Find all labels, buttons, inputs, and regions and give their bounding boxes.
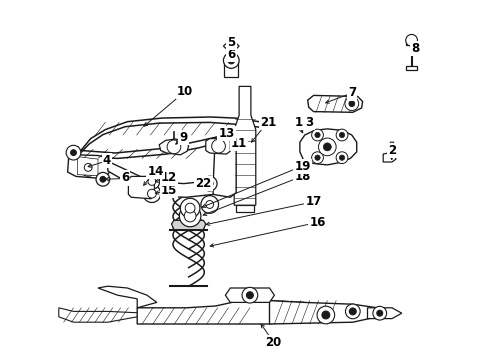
Circle shape: [84, 163, 92, 171]
Polygon shape: [406, 42, 417, 45]
Text: 7: 7: [348, 86, 356, 99]
Polygon shape: [76, 117, 265, 154]
Circle shape: [201, 196, 219, 213]
Polygon shape: [77, 157, 98, 176]
Polygon shape: [406, 66, 417, 70]
Circle shape: [349, 308, 356, 315]
Circle shape: [377, 310, 383, 316]
Polygon shape: [223, 42, 239, 50]
Circle shape: [206, 180, 213, 187]
Text: 5: 5: [227, 36, 235, 49]
Text: 8: 8: [412, 42, 419, 55]
Polygon shape: [225, 288, 274, 302]
Text: 4: 4: [103, 154, 111, 167]
Polygon shape: [128, 176, 154, 199]
Circle shape: [179, 205, 201, 227]
Text: 16: 16: [309, 216, 326, 229]
Text: 3: 3: [306, 116, 314, 129]
Circle shape: [71, 150, 76, 156]
Circle shape: [246, 292, 253, 299]
Text: 12: 12: [161, 171, 177, 184]
Polygon shape: [270, 301, 377, 324]
Circle shape: [167, 140, 181, 154]
Circle shape: [406, 35, 417, 46]
Polygon shape: [98, 286, 157, 308]
Circle shape: [345, 304, 360, 319]
Circle shape: [206, 201, 214, 208]
Circle shape: [315, 155, 320, 160]
Text: 18: 18: [294, 170, 311, 183]
Circle shape: [340, 155, 344, 160]
Polygon shape: [236, 205, 254, 212]
Circle shape: [144, 174, 160, 189]
Text: 13: 13: [218, 127, 235, 140]
Circle shape: [336, 152, 348, 163]
Text: 21: 21: [260, 116, 277, 129]
Circle shape: [148, 177, 156, 185]
Text: 10: 10: [177, 85, 194, 98]
Circle shape: [143, 185, 161, 202]
Polygon shape: [308, 95, 363, 112]
Circle shape: [315, 132, 320, 138]
Circle shape: [317, 306, 335, 324]
Polygon shape: [108, 161, 221, 197]
Polygon shape: [300, 129, 357, 165]
Polygon shape: [159, 139, 189, 155]
Circle shape: [323, 143, 331, 151]
Polygon shape: [172, 220, 206, 230]
Polygon shape: [368, 308, 402, 319]
Circle shape: [79, 159, 97, 176]
Text: 22: 22: [195, 177, 212, 190]
Polygon shape: [224, 59, 238, 77]
Polygon shape: [69, 147, 78, 158]
Circle shape: [180, 198, 200, 218]
Circle shape: [147, 189, 156, 198]
Circle shape: [345, 97, 359, 111]
Circle shape: [185, 203, 195, 213]
Text: 19: 19: [294, 160, 311, 173]
Polygon shape: [59, 308, 147, 322]
Polygon shape: [76, 135, 225, 158]
Text: 17: 17: [305, 195, 322, 208]
Circle shape: [100, 176, 106, 182]
Circle shape: [228, 57, 235, 64]
Polygon shape: [206, 139, 230, 154]
Text: 1: 1: [295, 116, 303, 129]
Polygon shape: [234, 86, 256, 205]
Text: 6: 6: [121, 171, 129, 184]
Circle shape: [96, 172, 110, 186]
Circle shape: [349, 101, 355, 107]
Circle shape: [312, 129, 323, 141]
Text: 20: 20: [265, 336, 282, 349]
Circle shape: [312, 152, 323, 163]
Circle shape: [184, 210, 196, 222]
Circle shape: [318, 138, 336, 156]
Circle shape: [340, 132, 344, 138]
Text: 14: 14: [147, 165, 164, 178]
Text: 2: 2: [388, 144, 396, 157]
Circle shape: [202, 176, 217, 191]
Polygon shape: [68, 155, 110, 178]
Text: 11: 11: [231, 137, 247, 150]
Polygon shape: [383, 153, 396, 162]
Polygon shape: [213, 147, 236, 197]
Polygon shape: [389, 142, 395, 147]
Circle shape: [212, 139, 225, 153]
Circle shape: [322, 311, 330, 319]
Text: 15: 15: [161, 184, 177, 197]
Polygon shape: [137, 301, 318, 324]
Circle shape: [373, 306, 387, 320]
Circle shape: [223, 53, 239, 68]
Circle shape: [242, 287, 258, 303]
Text: 6: 6: [227, 48, 235, 61]
Circle shape: [336, 129, 348, 141]
Text: 9: 9: [180, 131, 188, 144]
Circle shape: [66, 145, 81, 160]
